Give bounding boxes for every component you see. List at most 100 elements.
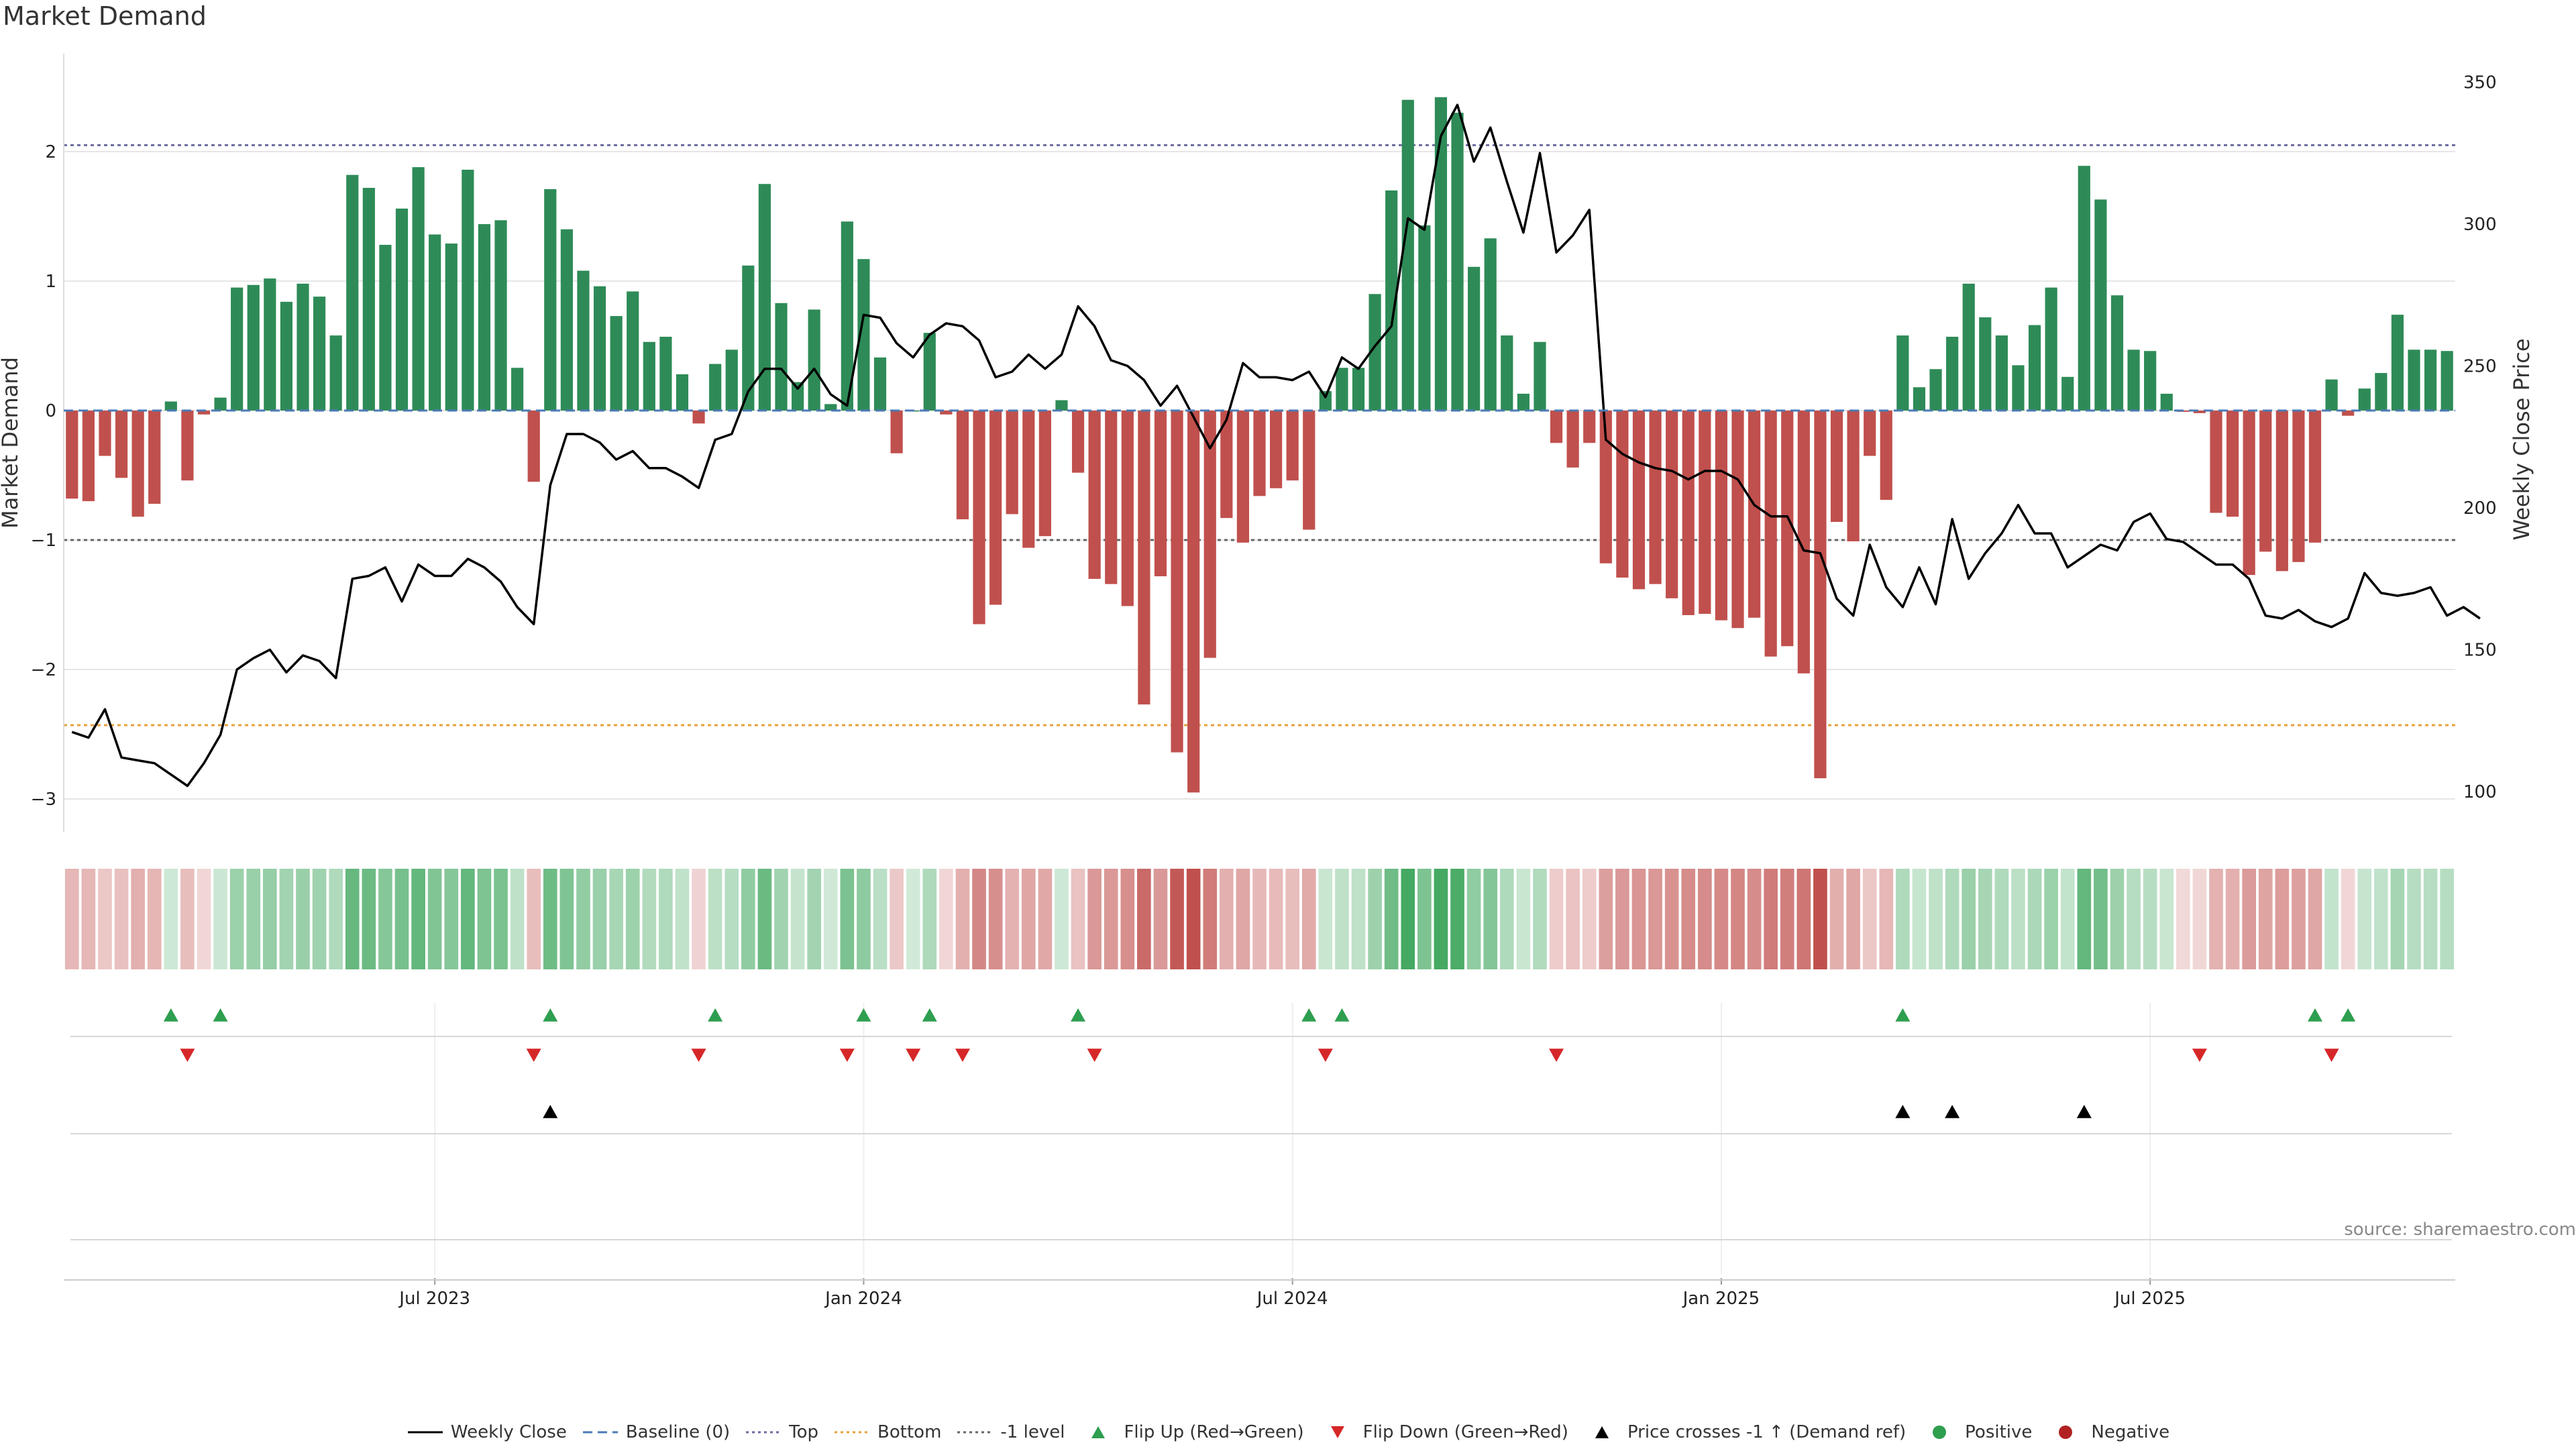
demand-bar (1187, 411, 1200, 793)
heat-cell (1186, 869, 1201, 969)
demand-bar (1468, 266, 1481, 411)
heat-cell (1301, 869, 1316, 969)
heat-cell (1582, 869, 1597, 969)
heat-cell (1220, 869, 1234, 969)
flip-down-marker (526, 1049, 541, 1062)
legend-item: Bottom (833, 1422, 941, 1442)
heat-cell (1714, 869, 1729, 969)
heat-cell (2159, 869, 2174, 969)
heat-cell (131, 869, 145, 969)
y-tick-right: 100 (2463, 782, 2497, 802)
demand-bar (1715, 411, 1728, 621)
legend-label: Positive (1965, 1422, 2033, 1442)
heat-cell (510, 869, 525, 969)
heat-cell (2077, 869, 2092, 969)
demand-bar (973, 411, 985, 625)
heat-cell (659, 869, 673, 969)
demand-bar (1088, 411, 1101, 579)
heat-cell (741, 869, 755, 969)
heat-cell (1698, 869, 1712, 969)
demand-bar (2342, 411, 2355, 416)
heat-cell (1862, 869, 1877, 969)
demand-bar (1731, 411, 1744, 629)
demand-bar (445, 244, 458, 411)
heat-cell (2011, 869, 2025, 969)
x-tick-label: Jul 2023 (398, 1289, 470, 1309)
heat-cell (1533, 869, 1547, 969)
heat-cell (444, 869, 459, 969)
demand-bar (2193, 411, 2206, 413)
heat-cell (2044, 869, 2058, 969)
heat-cell (394, 869, 409, 969)
legend-item: Flip Up (Red→Green) (1079, 1422, 1304, 1442)
demand-bar (181, 411, 194, 481)
y-axis-label-right: Weekly Close Price (2509, 338, 2534, 540)
y-tick-left: 1 (45, 272, 56, 292)
heat-cell (2308, 869, 2322, 969)
flip-up-marker (163, 1008, 178, 1022)
heat-cell (2275, 869, 2290, 969)
heat-cell (378, 869, 392, 969)
heat-cell (1368, 869, 1382, 969)
demand-bar (1055, 400, 1068, 411)
demand-bar (66, 411, 78, 499)
heat-cell (2374, 869, 2388, 969)
heat-cell (1764, 869, 1778, 969)
demand-bar (2078, 166, 2090, 411)
y-tick-left: 2 (45, 142, 56, 162)
heat-cell (246, 869, 261, 969)
demand-bar (379, 244, 392, 411)
demand-bar (2308, 411, 2322, 543)
heat-cell (906, 869, 920, 969)
demand-bar (1748, 411, 1761, 618)
heat-cell (692, 869, 706, 969)
heat-cell (1417, 869, 1432, 969)
demand-bar (99, 411, 111, 456)
demand-bar (1797, 411, 1810, 674)
demand-bar (2127, 350, 2140, 411)
demand-bar (1022, 411, 1035, 548)
heat-cell (823, 869, 838, 969)
heat-cell (807, 869, 821, 969)
demand-bar (2110, 295, 2124, 411)
legend-label: Bottom (877, 1422, 942, 1442)
heat-cell (1813, 869, 1827, 969)
demand-bar (1418, 225, 1431, 411)
demand-bar (1038, 411, 1051, 537)
demand-bar (247, 284, 260, 411)
demand-bar (2275, 411, 2288, 572)
x-tick-label: Jul 2025 (2113, 1289, 2186, 1309)
heat-cell (1120, 869, 1135, 969)
demand-bar (627, 291, 639, 411)
legend-label: -1 level (1000, 1422, 1065, 1442)
heat-cell (1648, 869, 1662, 969)
demand-bar (2358, 388, 2371, 411)
demand-bar (692, 411, 705, 424)
heat-cell (64, 869, 79, 969)
heat-cell (1796, 869, 1811, 969)
weekly-close-line (71, 103, 2481, 788)
heat-cell (197, 869, 211, 969)
heat-cell (1055, 869, 1069, 969)
heat-cell (345, 869, 360, 969)
demand-bar (610, 316, 623, 411)
heat-cell (1879, 869, 1894, 969)
heat-cell (1962, 869, 1976, 969)
heat-cell (2027, 869, 2042, 969)
heat-cell (2060, 869, 2075, 969)
heat-cell (1401, 869, 1415, 969)
demand-bar (1962, 283, 1975, 411)
demand-bar (1236, 411, 1250, 543)
flip-up-marker (708, 1008, 723, 1022)
flip-up-marker (2341, 1008, 2356, 1022)
flip-up-marker (1071, 1008, 1086, 1022)
demand-bar (1006, 411, 1018, 515)
heat-cell (2094, 869, 2108, 969)
legend-label: Flip Up (Red→Green) (1124, 1422, 1304, 1442)
demand-bar (1368, 294, 1381, 411)
demand-bar (2094, 199, 2107, 411)
legend-item: -1 level (956, 1422, 1065, 1442)
price-cross-marker (1945, 1105, 1960, 1118)
legend-swatch-circle (1933, 1426, 1947, 1439)
demand-bar (429, 234, 441, 411)
